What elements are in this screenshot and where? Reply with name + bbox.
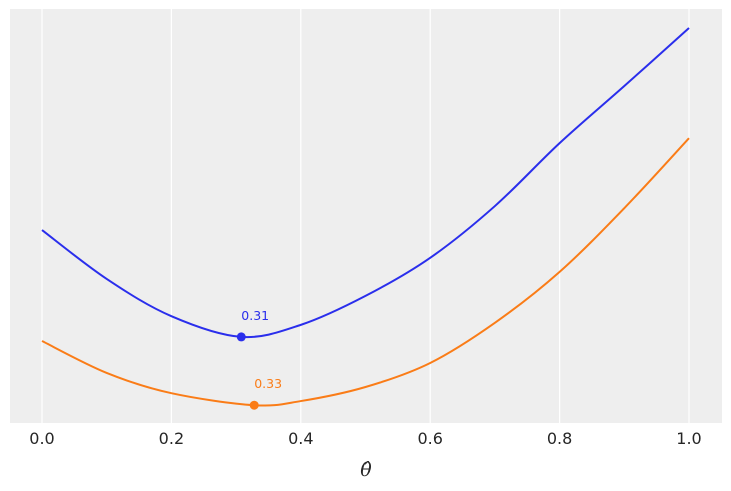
- x-tick-labels: 0.0 0.2 0.4 0.6 0.8 1.0: [29, 429, 701, 448]
- x-tick-label: 0.4: [288, 429, 313, 448]
- gridlines: [41, 9, 690, 423]
- series-line-blue: [41, 27, 690, 339]
- minimum-label-orange: 0.33: [254, 376, 282, 391]
- series-line-orange: [41, 137, 690, 407]
- x-tick-label: 0.2: [159, 429, 184, 448]
- x-tick-label: 0.0: [29, 429, 54, 448]
- x-axis-label: θ̂: [360, 459, 372, 481]
- minimum-label-blue: 0.31: [241, 308, 269, 323]
- x-tick-label: 0.6: [417, 429, 442, 448]
- x-tick-label: 1.0: [676, 429, 701, 448]
- x-tick-label: 0.8: [547, 429, 572, 448]
- minimum-marker-orange: [249, 400, 259, 410]
- minimum-marker-blue: [236, 332, 246, 342]
- plot-area: [10, 9, 722, 423]
- series-lines: 0.31 0.33: [41, 27, 690, 410]
